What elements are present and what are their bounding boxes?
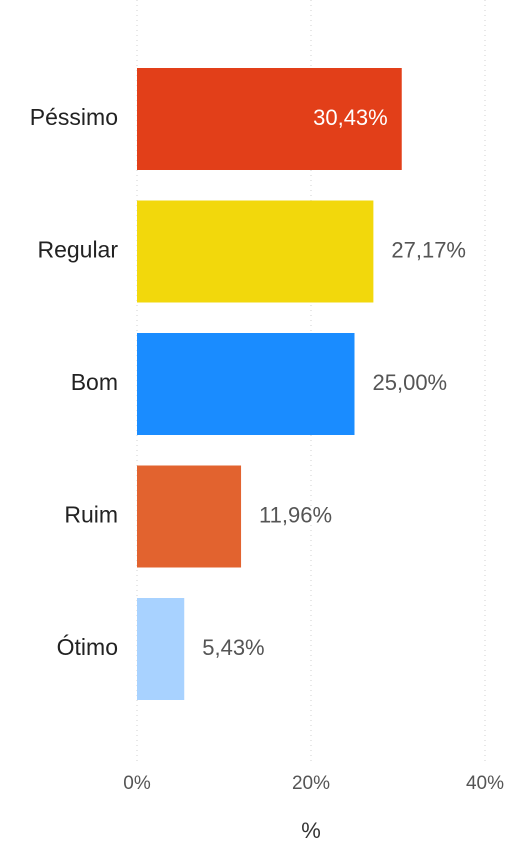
- category-label: Ótimo: [57, 634, 118, 660]
- bar: [137, 68, 402, 170]
- x-tick-label: 20%: [292, 773, 330, 794]
- category-label: Bom: [71, 369, 118, 395]
- bar: [137, 598, 185, 700]
- value-label: 5,43%: [202, 635, 264, 660]
- bar: [137, 333, 355, 435]
- x-axis-title: %: [301, 818, 321, 843]
- value-label: 11,96%: [259, 502, 332, 527]
- category-label: Regular: [37, 237, 118, 263]
- bar: [137, 200, 374, 303]
- bar: [137, 465, 242, 568]
- value-label: 25,00%: [373, 370, 448, 395]
- value-label: 30,43%: [313, 105, 388, 130]
- category-label: Péssimo: [30, 104, 118, 130]
- category-label: Ruim: [64, 502, 118, 528]
- x-tick-label: 40%: [466, 773, 504, 794]
- value-label: 27,17%: [391, 237, 466, 262]
- x-tick-label: 0%: [123, 773, 151, 794]
